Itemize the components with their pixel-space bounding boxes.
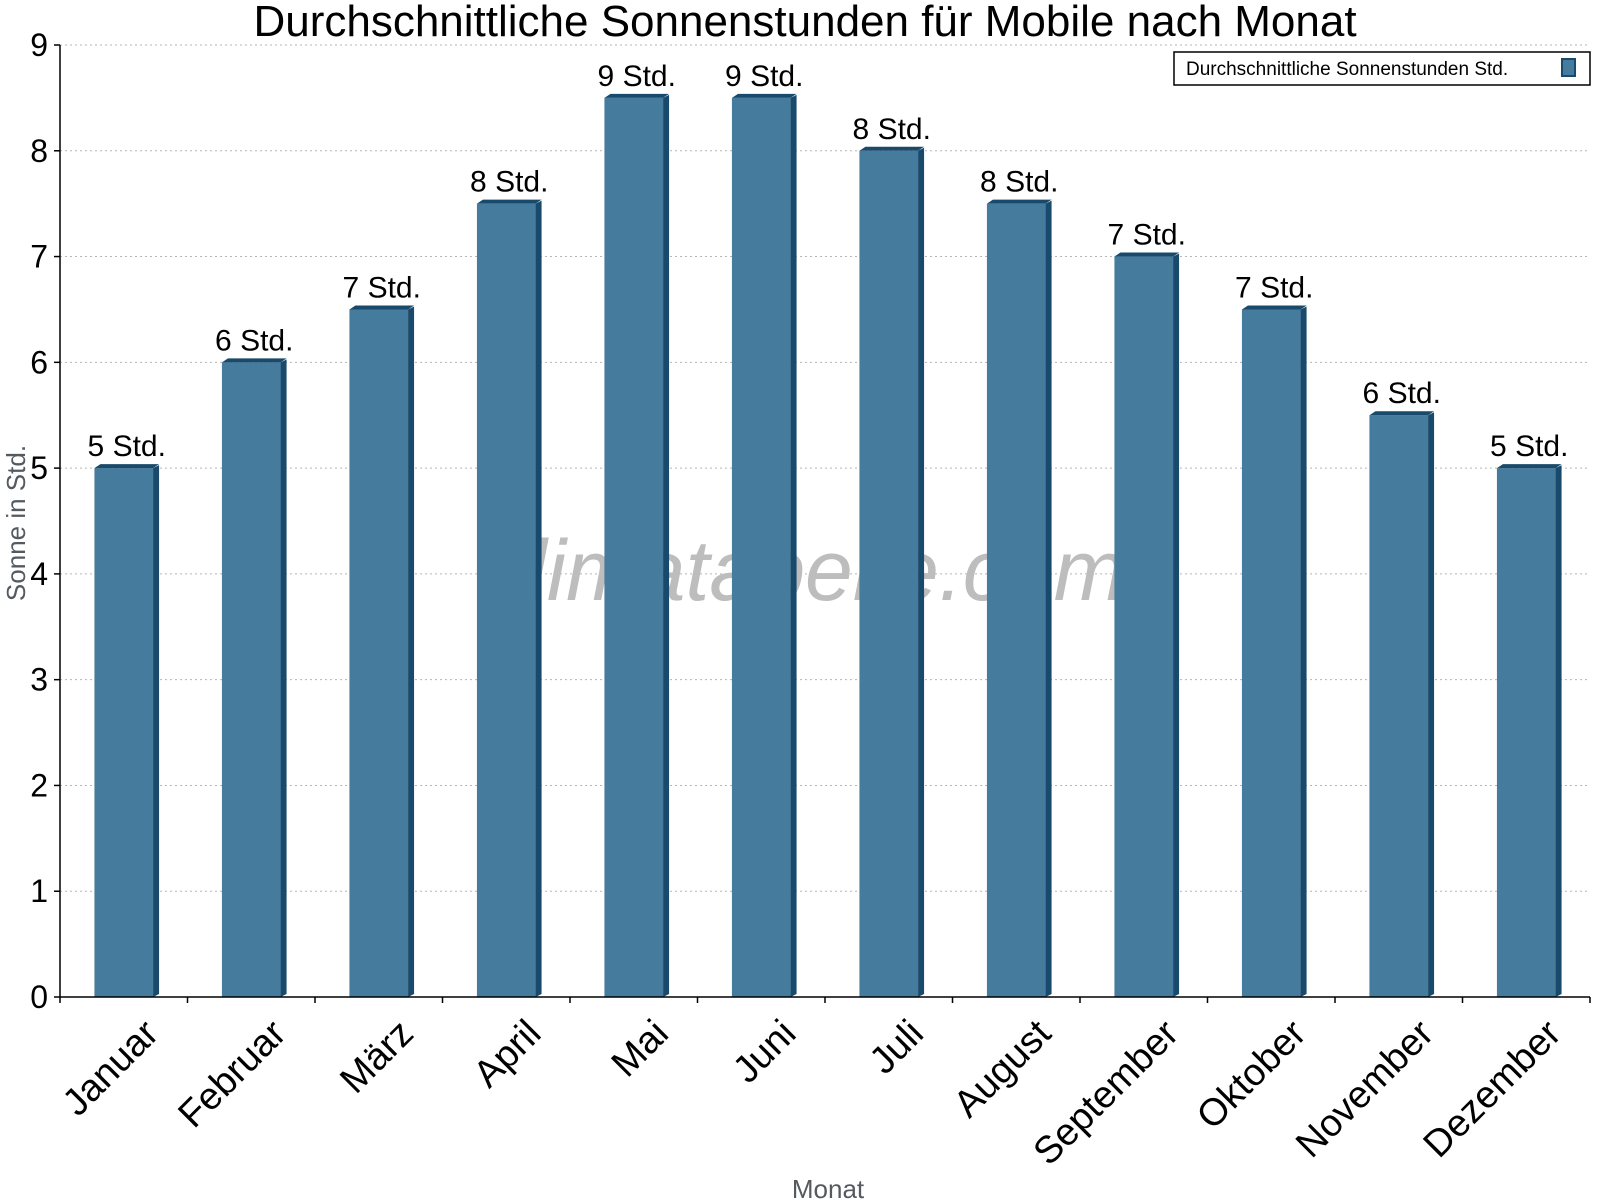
data-label: 8 Std. — [853, 113, 931, 146]
x-tick-label: Juni — [725, 1012, 804, 1091]
bar-side — [1555, 465, 1562, 998]
bar — [1496, 468, 1556, 998]
data-label: 6 Std. — [1363, 377, 1441, 410]
x-tick-label: Januar — [55, 1012, 167, 1124]
bar — [1114, 256, 1174, 997]
bar — [221, 362, 281, 997]
bar-top — [1369, 411, 1435, 416]
bar — [986, 203, 1046, 997]
bar — [94, 468, 154, 998]
y-tick-label: 4 — [30, 556, 48, 592]
legend: Durchschnittliche Sonnenstunden Std. — [1173, 51, 1591, 86]
x-tick-label: November — [1288, 1012, 1442, 1166]
y-tick-label: 8 — [30, 133, 48, 169]
bar — [1369, 415, 1429, 997]
y-tick-label: 1 — [30, 873, 48, 909]
data-label: 7 Std. — [343, 271, 421, 304]
bar — [476, 203, 536, 997]
bar — [604, 97, 664, 997]
x-tick-label: März — [332, 1012, 421, 1101]
chart-title: Durchschnittliche Sonnenstunden für Mobi… — [253, 0, 1356, 46]
grid-lines — [60, 44, 1590, 892]
bar-top — [859, 146, 925, 151]
x-tick-label: Juli — [862, 1012, 932, 1082]
y-tick-label: 7 — [30, 239, 48, 275]
bar — [859, 150, 919, 997]
bar-side — [918, 147, 925, 997]
x-tick-label: April — [466, 1012, 549, 1095]
bar — [1241, 309, 1301, 997]
bar-side — [663, 94, 670, 997]
data-label: 7 Std. — [1235, 271, 1313, 304]
x-tick-label: Februar — [170, 1012, 294, 1136]
bar-top — [1496, 464, 1562, 469]
bar-top — [94, 464, 160, 469]
data-label: 5 Std. — [1490, 430, 1568, 463]
y-tick-label: 9 — [30, 27, 48, 63]
y-axis-title: Sonne in Std. — [1, 445, 31, 601]
bar-side — [408, 306, 415, 997]
bar-side — [1045, 200, 1052, 997]
x-tick-label: August — [946, 1012, 1060, 1126]
data-label: 9 Std. — [725, 60, 803, 93]
bar-top — [1114, 252, 1180, 257]
bar-side — [280, 359, 287, 997]
bars — [94, 93, 1562, 998]
x-tick-label: Oktober — [1189, 1012, 1315, 1138]
data-label: 8 Std. — [470, 166, 548, 199]
legend-box — [1173, 51, 1591, 86]
data-label: 8 Std. — [980, 166, 1058, 199]
bar-top — [604, 93, 670, 98]
legend-swatch — [1561, 58, 1576, 77]
y-tick-label: 2 — [30, 767, 48, 803]
bar-top — [1241, 305, 1307, 310]
x-tick-label: Mai — [604, 1012, 677, 1085]
data-label: 7 Std. — [1108, 219, 1186, 252]
bar-side — [153, 465, 160, 998]
bar-top — [221, 358, 287, 363]
bar-side — [1428, 412, 1435, 997]
legend-label: Durchschnittliche Sonnenstunden Std. — [1186, 59, 1508, 80]
data-label: 9 Std. — [598, 60, 676, 93]
bar-side — [1173, 253, 1180, 998]
bar-side — [1300, 306, 1307, 997]
x-tick-label: Dezember — [1416, 1012, 1570, 1166]
bar-side — [790, 94, 797, 997]
data-labels: 5 Std. 6 Std. 7 Std. 8 Std. 9 Std. 9 Std. 8 St… — [88, 60, 1569, 463]
y-tick-label: 5 — [30, 450, 48, 486]
x-axis-title: Monat — [792, 1174, 865, 1200]
bar — [731, 97, 791, 997]
bar-top — [986, 199, 1052, 204]
bar-top — [731, 93, 797, 98]
data-label: 6 Std. — [215, 324, 293, 357]
bar-top — [349, 305, 415, 310]
bar — [349, 309, 409, 997]
bar-side — [535, 200, 542, 997]
y-tick-label: 6 — [30, 344, 48, 380]
y-tick-label: 0 — [30, 979, 48, 1015]
y-tick-label: 3 — [30, 662, 48, 698]
bar-top — [476, 199, 542, 204]
data-label: 5 Std. — [88, 430, 166, 463]
